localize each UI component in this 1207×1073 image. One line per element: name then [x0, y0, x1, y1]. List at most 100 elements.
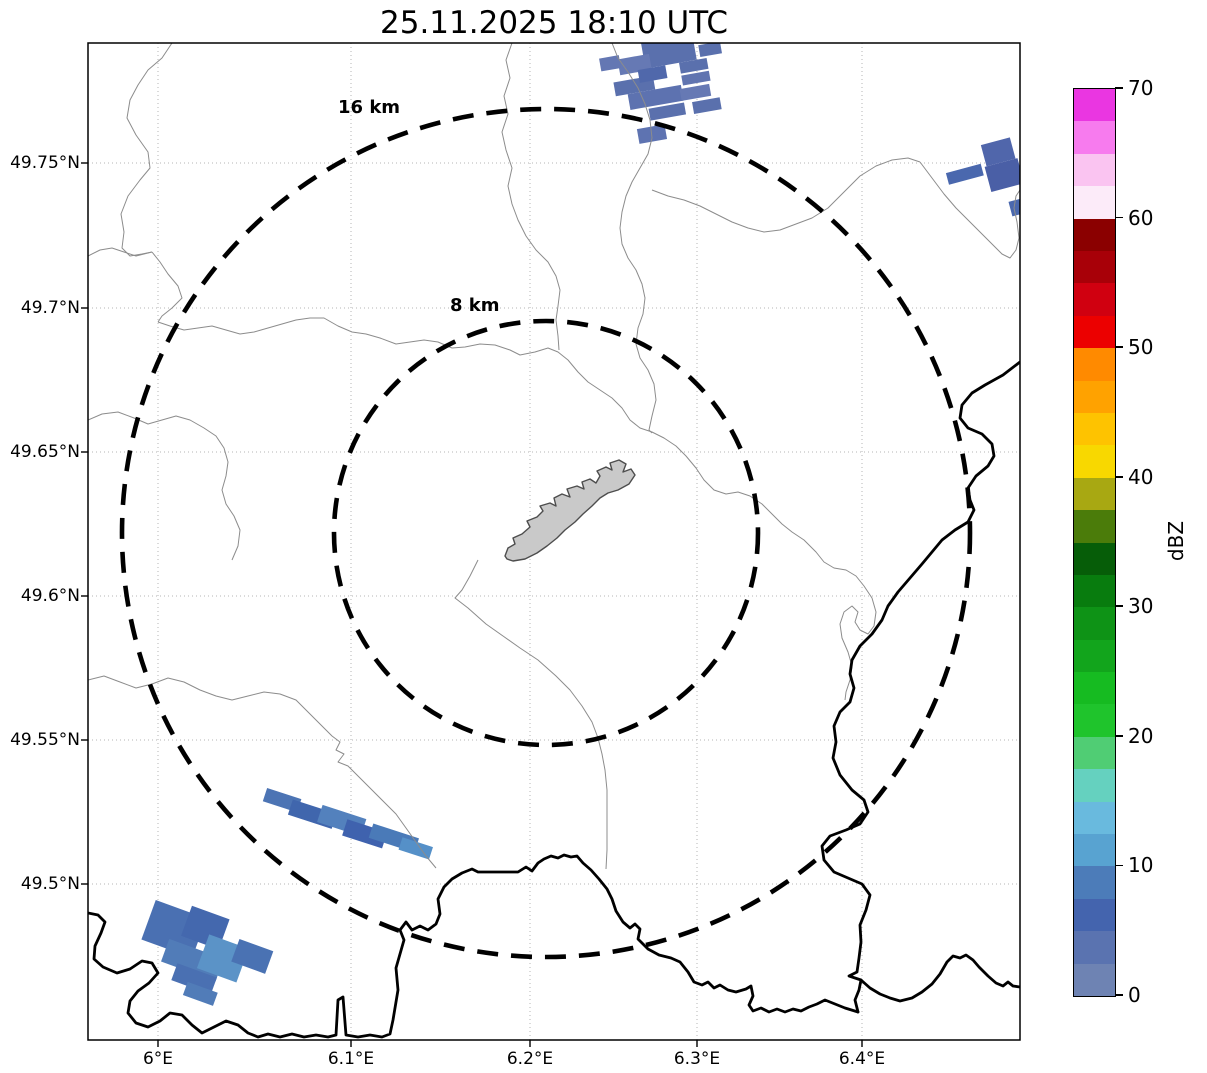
colorbar-segment-15dbz [1074, 769, 1115, 802]
colorbar-segment-2.5dbz [1074, 931, 1115, 964]
colorbar-segment-27.5dbz [1074, 607, 1115, 640]
radar-echo-cell [1008, 195, 1020, 217]
range-ring-16km [119, 106, 973, 960]
colorbar-segment-32.5dbz [1074, 542, 1115, 575]
colorbar-segment-37.5dbz [1074, 477, 1115, 511]
admin-boundary-line [651, 157, 921, 233]
colorbar-segment-57.5dbz [1074, 218, 1115, 252]
colorbar-tick-label: 20 [1128, 723, 1154, 748]
y-tick-label: 49.65°N [10, 442, 80, 462]
radar-echo-cell [342, 819, 388, 849]
plot-title: 25.11.2025 18:10 UTC [380, 5, 728, 41]
colorbar-segment-25dbz [1074, 639, 1115, 673]
admin-boundary-line [611, 43, 657, 434]
y-tick-label: 49.6°N [20, 586, 80, 606]
colorbar-segment-45dbz [1074, 380, 1115, 413]
colorbar-tick-label: 50 [1128, 335, 1154, 360]
colorbar-tick-mark [1115, 87, 1123, 89]
colorbar-segment-35dbz [1074, 510, 1115, 543]
plot-frame [87, 42, 1021, 1041]
admin-boundary-line [88, 675, 437, 869]
colorbar-segment-30dbz [1074, 574, 1115, 608]
y-tick-label: 49.5°N [20, 874, 80, 894]
radar-echo-cell [681, 70, 711, 86]
radar-echo-cluster-southwest-cluster [141, 899, 274, 1006]
radar-echoes [141, 43, 1020, 1006]
radar-echo-cell [641, 43, 697, 69]
admin-boundaries [88, 43, 1020, 870]
range-ring-label: 16 km [338, 97, 400, 118]
country-border-line [859, 953, 1020, 1003]
colorbar-segment-67.5dbz [1074, 89, 1115, 122]
admin-boundary-line [454, 559, 608, 870]
x-tick-label: 6.1°E [327, 1049, 375, 1069]
colorbar-tick-label: 10 [1128, 853, 1154, 878]
radar-echo-cell [182, 981, 218, 1006]
colorbar-tick-mark [1115, 735, 1123, 737]
range-rings: 16 km 8 km [119, 97, 973, 960]
radar-echo-cell [231, 938, 274, 974]
map-content [88, 43, 1020, 1039]
colorbar-segment-50dbz [1074, 315, 1115, 349]
radar-echo-cluster-west-band [262, 787, 433, 860]
admin-boundary-line [151, 251, 183, 323]
colorbar [1073, 88, 1116, 997]
radar-echo-cell [599, 55, 622, 72]
colorbar-tick-mark [1115, 216, 1123, 219]
radar-echo-cell [984, 158, 1020, 193]
x-tick-label: 6°E [142, 1049, 174, 1069]
y-tick-label: 49.75°N [10, 153, 80, 173]
colorbar-segment-47.5dbz [1074, 348, 1115, 381]
radar-echo-cell [980, 137, 1016, 167]
admin-boundary-line [120, 43, 173, 257]
admin-boundary-line [88, 411, 241, 561]
radar-echo-cell [648, 102, 687, 121]
gridlines [88, 43, 1020, 1040]
colorbar-tick-label: 40 [1128, 464, 1154, 489]
radar-echo-cell [679, 57, 709, 74]
colorbar-segment-40dbz [1074, 445, 1115, 478]
colorbar-segment-20dbz [1074, 704, 1115, 737]
colorbar-segment-55dbz [1074, 251, 1115, 284]
colorbar-tick-mark [1115, 605, 1123, 608]
colorbar-segment-0dbz [1074, 963, 1115, 996]
colorbar-segment-10dbz [1074, 834, 1115, 867]
radar-echo-cell [679, 83, 712, 101]
colorbar-tick-mark [1115, 475, 1123, 478]
y-tick-label: 49.55°N [10, 730, 80, 750]
colorbar-tick-label: 70 [1128, 76, 1154, 100]
colorbar-segment-7.5dbz [1074, 866, 1115, 899]
colorbar-tick-label: 60 [1128, 205, 1154, 230]
radar-echo-cell [171, 963, 217, 995]
colorbar-axis-label: dBZ [1164, 520, 1188, 562]
country-borders [88, 360, 1020, 1039]
admin-boundary-line [88, 247, 153, 257]
colorbar-segment-12.5dbz [1074, 801, 1115, 835]
colorbar-segment-52.5dbz [1074, 283, 1115, 316]
x-tick-label: 6.4°E [838, 1049, 886, 1069]
admin-boundary-line [919, 161, 1020, 259]
radar-echo-cell [698, 43, 722, 58]
colorbar-tick-label: 30 [1128, 594, 1154, 619]
range-ring-label: 8 km [450, 295, 500, 316]
radar-echo-cell [692, 97, 722, 114]
colorbar-segment-5dbz [1074, 898, 1115, 932]
range-ring-8km [331, 318, 761, 748]
colorbar-segment-65dbz [1074, 121, 1115, 154]
colorbar-segment-42.5dbz [1074, 412, 1115, 446]
radar-echo-cluster-north-cluster [599, 43, 722, 144]
admin-boundary-line [501, 43, 561, 351]
admin-boundary-line [157, 317, 877, 701]
radar-echo-cell [196, 934, 249, 983]
colorbar-tick-mark [1115, 864, 1123, 867]
country-border-line [820, 360, 1020, 1014]
colorbar-segment-60dbz [1074, 186, 1115, 219]
colorbar-tick-label: 0 [1128, 983, 1141, 1007]
x-tick-label: 6.3°E [673, 1049, 721, 1069]
colorbar-tick-mark [1115, 994, 1123, 996]
colorbar-segment-22.5dbz [1074, 672, 1115, 705]
x-tick-label: 6.2°E [506, 1049, 554, 1069]
colorbar-segment-17.5dbz [1074, 736, 1115, 770]
